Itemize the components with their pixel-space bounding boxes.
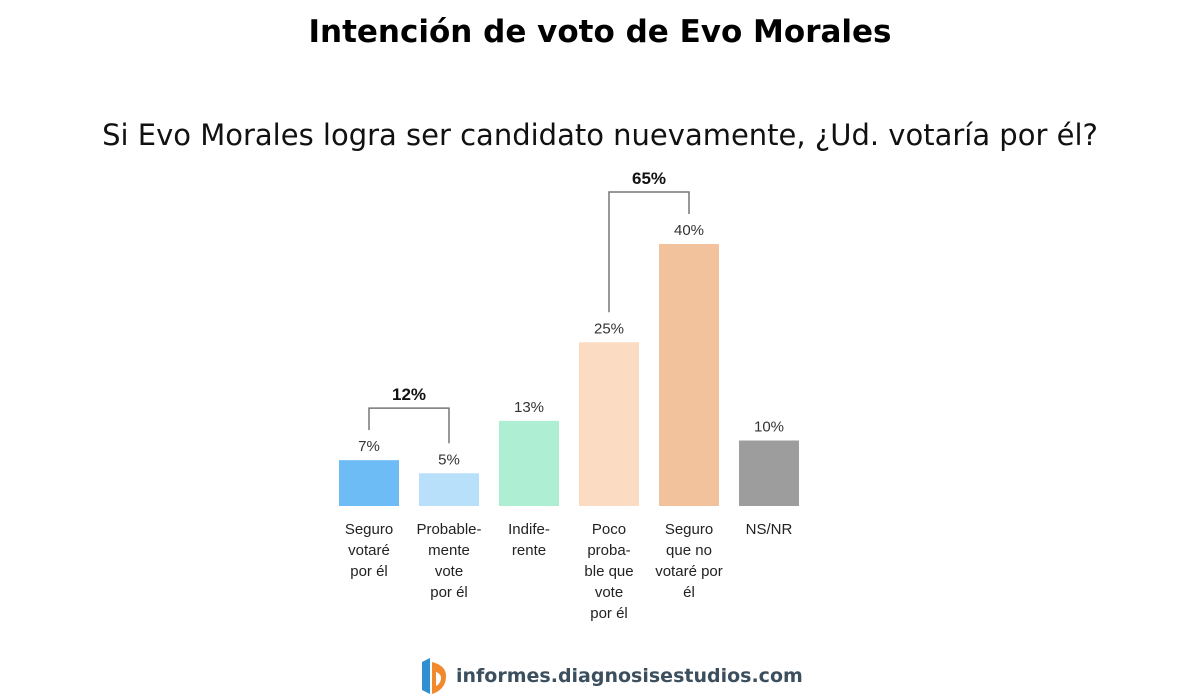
category-label-1-3: por él	[430, 584, 468, 601]
bar-4	[659, 244, 719, 506]
chart-title: Intención de voto de Evo Morales	[308, 14, 892, 50]
bar-value-label-5: 10%	[754, 419, 784, 436]
category-label-3-4: por él	[590, 605, 628, 622]
category-label-2-0: Indife-	[508, 521, 550, 538]
category-label-3-3: vote	[595, 584, 623, 601]
chart-subtitle: Si Evo Morales logra ser candidato nueva…	[102, 118, 1098, 152]
bar-value-label-2: 13%	[514, 399, 544, 416]
category-label-1-2: vote	[435, 563, 463, 580]
bar-1	[419, 473, 479, 506]
category-label-0-0: Seguro	[345, 521, 393, 538]
bar-2	[499, 420, 559, 506]
category-label-2-1: rente	[512, 542, 546, 559]
category-label-1-0: Probable-	[416, 521, 481, 538]
bracket-line-0	[368, 407, 450, 444]
category-label-3-2: ble que	[584, 563, 633, 580]
bracket-label-1: 65%	[632, 169, 666, 188]
category-label-4-1: que no	[666, 542, 712, 559]
bar-5	[739, 440, 799, 506]
category-label-4-3: él	[683, 584, 695, 601]
bar-value-label-3: 25%	[594, 320, 624, 337]
bar-value-label-4: 40%	[674, 222, 704, 239]
bracket-label-0: 12%	[392, 385, 426, 404]
category-label-4-2: votaré por	[655, 563, 723, 580]
footer-url: informes.diagnosisestudios.com	[456, 665, 803, 687]
category-label-4-0: Seguro	[665, 521, 713, 538]
category-label-0-2: por él	[350, 563, 388, 580]
category-label-5-0: NS/NR	[746, 521, 793, 538]
bar-value-label-0: 7%	[358, 438, 380, 455]
bar-value-label-1: 5%	[438, 451, 460, 468]
footer: informes.diagnosisestudios.com	[416, 656, 803, 696]
category-label-3-0: Poco	[592, 521, 626, 538]
bar-0	[339, 460, 399, 506]
category-label-0-1: votaré	[348, 542, 390, 559]
bar-3	[579, 342, 639, 506]
bracket-line-1	[608, 191, 690, 313]
diagnosis-logo-icon	[422, 658, 446, 694]
category-label-3-1: proba-	[587, 542, 630, 559]
category-label-1-1: mente	[428, 542, 470, 559]
